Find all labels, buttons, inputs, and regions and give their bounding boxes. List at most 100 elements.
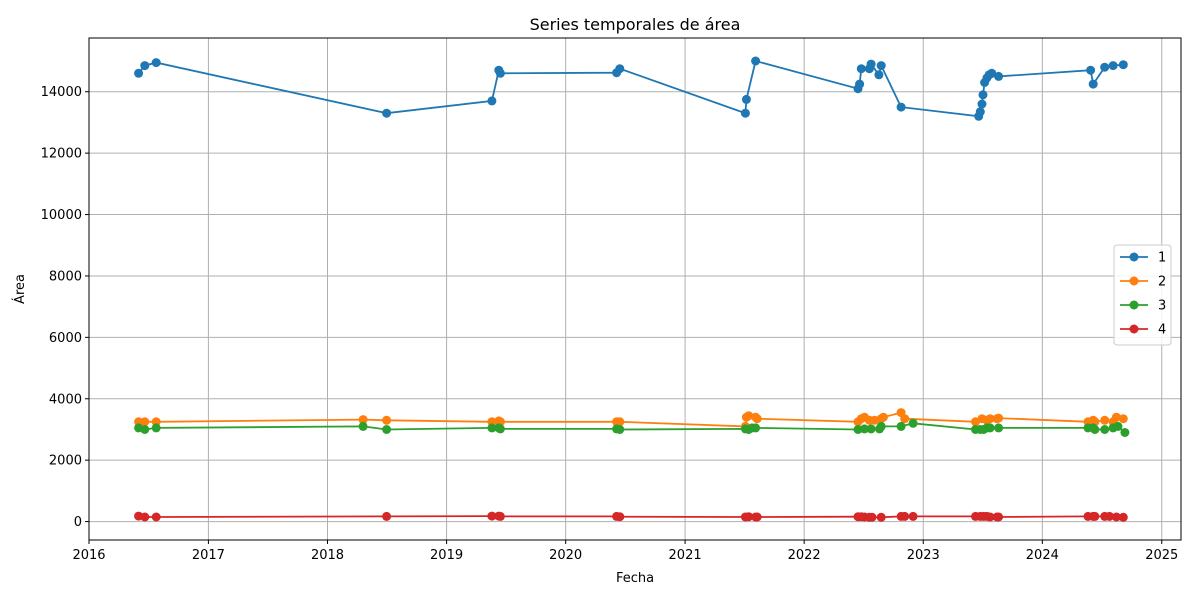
data-point bbox=[740, 108, 750, 118]
x-tick-label: 2018 bbox=[311, 548, 344, 563]
data-point bbox=[140, 61, 150, 71]
data-point bbox=[1118, 60, 1128, 70]
legend-item-4: 4 bbox=[1120, 323, 1166, 338]
data-point bbox=[878, 412, 888, 422]
data-point bbox=[977, 99, 987, 109]
data-point bbox=[866, 424, 876, 434]
data-point bbox=[1100, 425, 1110, 434]
plot-frame bbox=[88, 37, 1182, 541]
data-point bbox=[741, 94, 751, 104]
y-tick-label: 12000 bbox=[41, 147, 82, 162]
data-point bbox=[752, 512, 762, 522]
data-point bbox=[853, 425, 863, 434]
data-point bbox=[140, 512, 150, 522]
data-point bbox=[876, 421, 886, 431]
data-point bbox=[382, 415, 392, 425]
data-point bbox=[994, 423, 1004, 433]
data-point bbox=[151, 423, 161, 433]
x-tick-label: 2019 bbox=[430, 548, 463, 563]
data-point bbox=[752, 414, 762, 424]
data-point bbox=[487, 96, 497, 106]
data-point bbox=[615, 512, 625, 522]
data-point bbox=[615, 64, 625, 74]
chart-title: Series temporales de área bbox=[530, 15, 741, 34]
legend-item-2: 2 bbox=[1120, 275, 1166, 290]
data-point bbox=[985, 423, 995, 433]
data-point bbox=[874, 70, 884, 80]
x-axis: 2016 2017 2018 2019 2020 2021 2022 2023 2024 2025 bbox=[72, 540, 1178, 563]
data-point bbox=[1090, 425, 1100, 434]
data-point bbox=[140, 417, 150, 427]
legend-label: 3 bbox=[1158, 299, 1166, 314]
data-point bbox=[615, 417, 625, 427]
legend-marker bbox=[1129, 252, 1139, 262]
data-point bbox=[487, 423, 497, 433]
data-point bbox=[151, 512, 161, 522]
data-point bbox=[860, 424, 869, 434]
data-point bbox=[744, 512, 754, 522]
legend-box bbox=[1113, 244, 1172, 346]
y-tick-label: 8000 bbox=[49, 269, 82, 284]
data-point bbox=[985, 414, 995, 424]
data-point bbox=[382, 511, 392, 521]
data-point bbox=[140, 425, 150, 434]
y-tick-label: 6000 bbox=[49, 331, 82, 346]
data-point bbox=[134, 68, 144, 78]
y-tick-label: 4000 bbox=[49, 392, 82, 407]
x-tick-label: 2024 bbox=[1026, 548, 1059, 563]
x-tick-label: 2021 bbox=[669, 548, 702, 563]
data-point bbox=[1086, 65, 1096, 75]
data-point bbox=[867, 512, 877, 522]
data-point bbox=[1100, 62, 1110, 72]
legend-marker bbox=[1129, 324, 1139, 334]
legend-item-3: 3 bbox=[1120, 299, 1166, 314]
data-point bbox=[487, 511, 497, 521]
data-point bbox=[1111, 412, 1121, 422]
x-tick-label: 2025 bbox=[1145, 548, 1178, 563]
data-point bbox=[1111, 512, 1121, 522]
data-point bbox=[985, 512, 995, 522]
y-axis-label: Área bbox=[12, 274, 28, 304]
x-tick-label: 2016 bbox=[72, 548, 105, 563]
data-point bbox=[1108, 61, 1118, 71]
data-point bbox=[876, 512, 886, 522]
data-point bbox=[358, 415, 368, 425]
data-point bbox=[896, 421, 906, 431]
legend-item-1: 1 bbox=[1120, 251, 1166, 266]
data-point bbox=[994, 71, 1004, 81]
data-point bbox=[751, 423, 761, 433]
legend-label: 4 bbox=[1158, 323, 1166, 338]
data-point bbox=[1118, 512, 1128, 522]
data-point bbox=[751, 56, 761, 66]
legend-marker bbox=[1129, 276, 1139, 286]
y-axis: 0 2000 4000 6000 8000 10000 12000 14000 bbox=[41, 85, 89, 530]
y-tick-label: 2000 bbox=[49, 454, 82, 469]
data-point bbox=[994, 413, 1004, 423]
data-point bbox=[900, 511, 910, 521]
y-tick-label: 10000 bbox=[41, 208, 82, 223]
series-4 bbox=[134, 511, 1128, 522]
data-point bbox=[495, 424, 505, 434]
data-point bbox=[1105, 511, 1114, 521]
data-point bbox=[855, 79, 865, 89]
data-point bbox=[1088, 79, 1098, 89]
data-point bbox=[382, 425, 392, 434]
data-point bbox=[896, 102, 906, 112]
data-point bbox=[744, 411, 754, 421]
data-point bbox=[866, 59, 876, 69]
data-point bbox=[1118, 414, 1128, 424]
legend: 1 2 3 4 bbox=[1113, 244, 1172, 346]
legend-marker bbox=[1129, 300, 1139, 310]
x-tick-label: 2020 bbox=[549, 548, 582, 563]
data-point bbox=[1120, 428, 1130, 437]
series-layer bbox=[134, 56, 1130, 522]
data-point bbox=[876, 61, 886, 71]
data-point bbox=[987, 68, 997, 78]
data-point bbox=[978, 90, 988, 100]
data-point bbox=[382, 108, 392, 118]
x-axis-label: Fecha bbox=[616, 571, 654, 586]
data-point bbox=[1113, 421, 1123, 431]
data-point bbox=[975, 107, 985, 117]
data-point bbox=[1100, 415, 1110, 425]
